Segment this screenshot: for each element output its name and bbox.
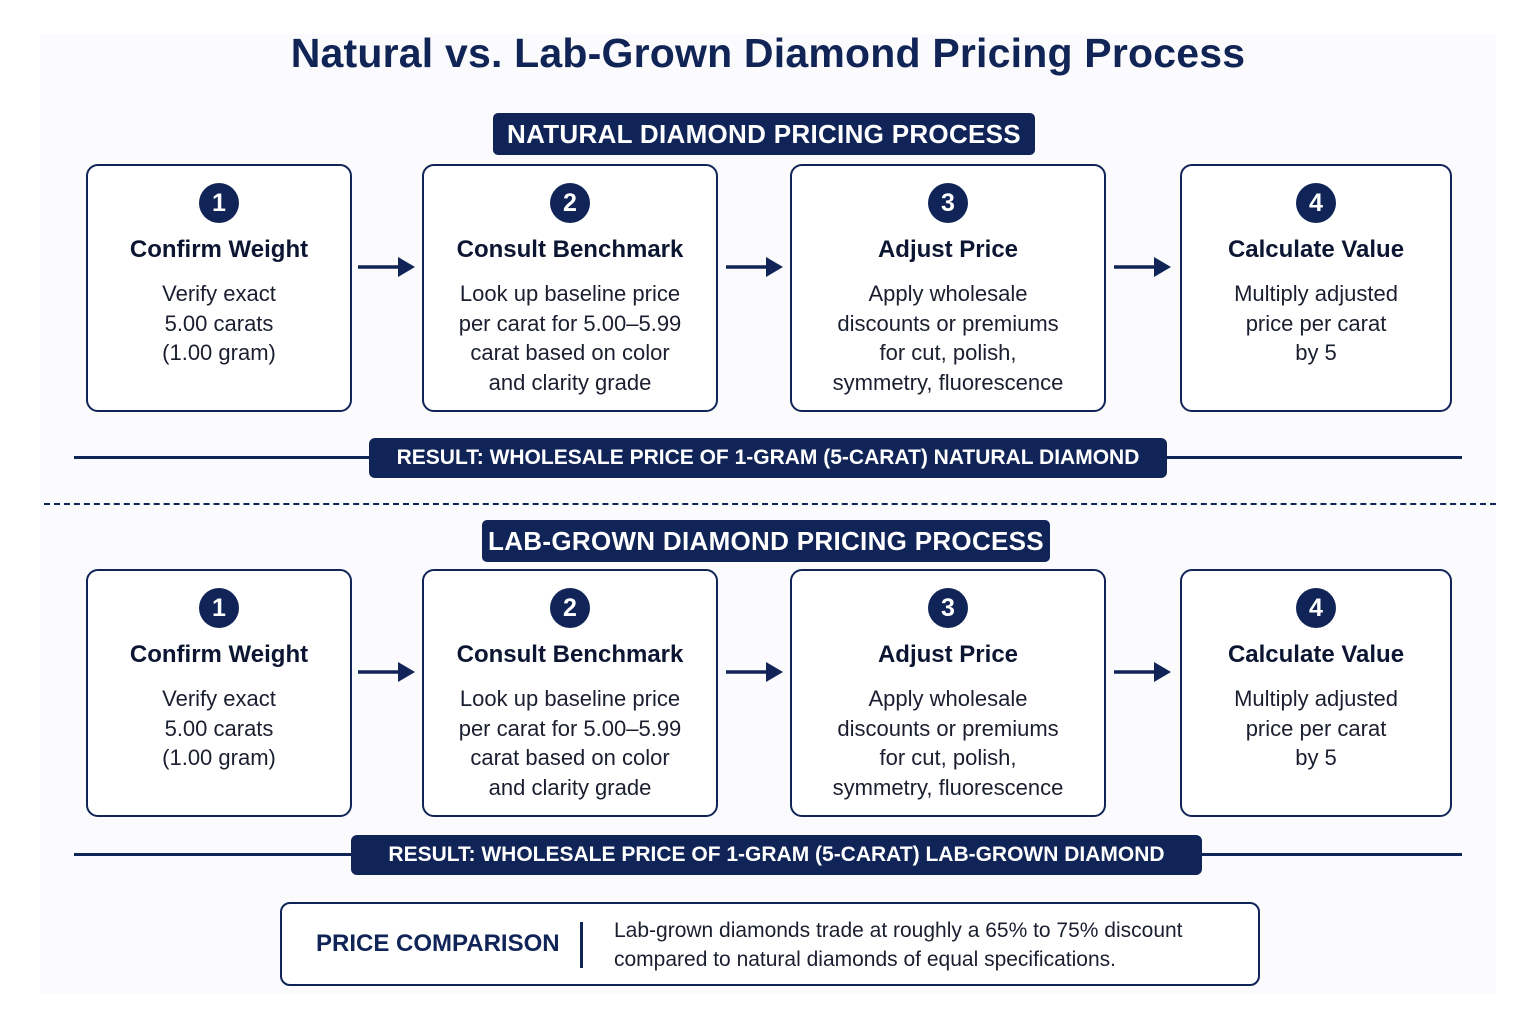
natural-step-1-card: 1 Confirm Weight Verify exact 5.00 carat… (86, 164, 352, 412)
step-description-line: for cut, polish, (879, 745, 1017, 770)
step-description-line: Apply wholesale (868, 281, 1028, 306)
natural-section-header: NATURAL DIAMOND PRICING PROCESS (493, 113, 1035, 155)
arrow-right-icon (358, 662, 415, 682)
step-number-badge: 3 (928, 183, 968, 223)
arrow-right-icon (726, 257, 783, 277)
natural-step-4-card: 4 Calculate Value Multiply adjusted pric… (1180, 164, 1452, 412)
price-comparison-text: Lab-grown diamonds trade at roughly a 65… (614, 916, 1244, 974)
lab-grown-section-header: LAB-GROWN DIAMOND PRICING PROCESS (482, 520, 1050, 562)
arrow-right-icon (1114, 662, 1171, 682)
step-description: Verify exact 5.00 carats (1.00 gram) (100, 684, 338, 773)
step-description-line: 5.00 carats (164, 715, 274, 741)
step-description-line: Look up baseline price (459, 281, 681, 306)
step-number-badge: 3 (928, 588, 968, 628)
step-description-line: for cut, polish, (879, 340, 1017, 365)
step-description-line: carat based on color (470, 745, 670, 770)
step-description: Apply wholesale discounts or premiums fo… (804, 684, 1092, 802)
step-description-line: discounts or premiums (837, 310, 1059, 336)
step-description-line: Multiply adjusted (1234, 686, 1398, 711)
lab-step-1-card: 1 Confirm Weight Verify exact 5.00 carat… (86, 569, 352, 817)
arrow-right-icon (726, 662, 783, 682)
price-comparison-box: PRICE COMPARISON Lab-grown diamonds trad… (280, 902, 1260, 986)
step-description-line: (1.00 gram) (162, 340, 276, 365)
step-description: Look up baseline price per carat for 5.0… (436, 279, 704, 397)
lab-step-2-card: 2 Consult Benchmark Look up baseline pri… (422, 569, 718, 817)
step-description-line: by 5 (1295, 340, 1337, 365)
step-number-badge: 1 (199, 183, 239, 223)
step-description-line: price per carat (1245, 715, 1387, 741)
step-description-line: Multiply adjusted (1234, 281, 1398, 306)
step-description-line: per carat for 5.00–5.99 (458, 715, 682, 741)
step-description: Multiply adjusted price per carat by 5 (1194, 279, 1438, 368)
step-title: Calculate Value (1227, 641, 1405, 668)
price-comparison-label: PRICE COMPARISON (316, 930, 560, 957)
step-number-badge: 4 (1296, 183, 1336, 223)
arrow-right-icon (358, 257, 415, 277)
natural-step-2-card: 2 Consult Benchmark Look up baseline pri… (422, 164, 718, 412)
step-description-line: Verify exact (162, 281, 276, 306)
step-description-line: and clarity grade (488, 369, 652, 395)
step-description-line: by 5 (1295, 745, 1337, 770)
step-number-badge: 2 (550, 588, 590, 628)
step-number-badge: 4 (1296, 588, 1336, 628)
step-description-line: and clarity grade (488, 774, 652, 800)
step-description: Verify exact 5.00 carats (1.00 gram) (100, 279, 338, 368)
step-title: Calculate Value (1227, 236, 1405, 263)
step-title: Adjust Price (877, 641, 1019, 668)
step-description-line: discounts or premiums (837, 715, 1059, 741)
step-description-line: symmetry, fluorescence (832, 774, 1064, 800)
step-title: Confirm Weight (129, 236, 309, 263)
page-title: Natural vs. Lab-Grown Diamond Pricing Pr… (290, 30, 1246, 76)
arrow-right-icon (1114, 257, 1171, 277)
section-divider (44, 503, 1496, 505)
comparison-separator (580, 922, 583, 968)
lab-step-4-card: 4 Calculate Value Multiply adjusted pric… (1180, 569, 1452, 817)
step-title: Consult Benchmark (456, 641, 684, 668)
step-title: Consult Benchmark (456, 236, 684, 263)
step-description-line: Verify exact (162, 686, 276, 711)
step-description: Multiply adjusted price per carat by 5 (1194, 684, 1438, 773)
step-title: Adjust Price (877, 236, 1019, 263)
step-description-line: (1.00 gram) (162, 745, 276, 770)
step-description-line: Look up baseline price (459, 686, 681, 711)
step-description-line: price per carat (1245, 310, 1387, 336)
step-description: Apply wholesale discounts or premiums fo… (804, 279, 1092, 397)
lab-result-badge: RESULT: WHOLESALE PRICE OF 1-GRAM (5-CAR… (351, 835, 1202, 875)
step-description-line: carat based on color (470, 340, 670, 365)
step-description: Look up baseline price per carat for 5.0… (436, 684, 704, 802)
step-description-line: per carat for 5.00–5.99 (458, 310, 682, 336)
comparison-line: compared to natural diamonds of equal sp… (614, 948, 1116, 971)
natural-step-3-card: 3 Adjust Price Apply wholesale discounts… (790, 164, 1106, 412)
step-description-line: 5.00 carats (164, 310, 274, 336)
step-number-badge: 1 (199, 588, 239, 628)
step-description-line: symmetry, fluorescence (832, 369, 1064, 395)
natural-result-badge: RESULT: WHOLESALE PRICE OF 1-GRAM (5-CAR… (369, 438, 1167, 478)
step-description-line: Apply wholesale (868, 686, 1028, 711)
lab-step-3-card: 3 Adjust Price Apply wholesale discounts… (790, 569, 1106, 817)
step-title: Confirm Weight (129, 641, 309, 668)
step-number-badge: 2 (550, 183, 590, 223)
comparison-line: Lab-grown diamonds trade at roughly a 65… (614, 919, 1183, 942)
